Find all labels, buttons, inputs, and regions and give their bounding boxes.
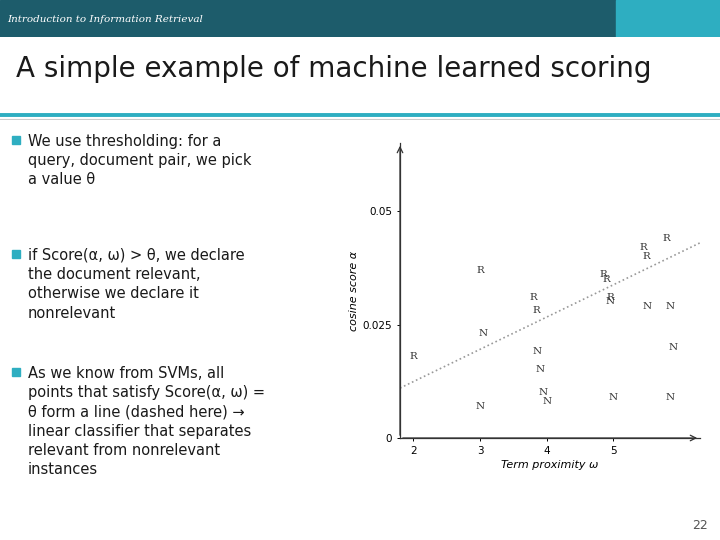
- Text: N: N: [665, 302, 675, 311]
- Text: Introduction to Information Retrieval: Introduction to Information Retrieval: [7, 15, 203, 24]
- Text: N: N: [606, 298, 615, 306]
- Text: We use thresholding: for a
query, document pair, we pick
a value θ: We use thresholding: for a query, docume…: [28, 134, 251, 187]
- Text: A simple example of machine learned scoring: A simple example of machine learned scor…: [16, 55, 652, 83]
- Bar: [616, 0, 720, 37]
- Text: N: N: [479, 329, 488, 338]
- Text: N: N: [539, 388, 548, 397]
- Text: As we know from SVMs, all
points that satisfy Score(α, ω) =
θ form a line (dashe: As we know from SVMs, all points that sa…: [28, 366, 265, 477]
- X-axis label: Term proximity ω: Term proximity ω: [501, 460, 599, 470]
- Text: N: N: [536, 366, 544, 374]
- Y-axis label: cosine score α: cosine score α: [348, 251, 359, 330]
- Text: R: R: [533, 306, 541, 315]
- Bar: [0, 0, 616, 37]
- Text: R: R: [643, 252, 651, 261]
- Text: N: N: [475, 402, 485, 411]
- Text: N: N: [669, 343, 678, 352]
- Text: R: R: [600, 270, 607, 279]
- Text: R: R: [606, 293, 614, 302]
- Text: N: N: [642, 302, 651, 311]
- Text: 22: 22: [692, 519, 708, 532]
- Text: N: N: [532, 347, 541, 356]
- Text: N: N: [665, 393, 675, 402]
- Text: R: R: [603, 275, 611, 284]
- Bar: [12, 136, 20, 144]
- Text: R: R: [476, 266, 484, 274]
- Text: R: R: [529, 293, 537, 302]
- Text: R: R: [639, 243, 647, 252]
- Bar: [12, 368, 20, 375]
- Text: if Score(α, ω) > θ, we declare
the document relevant,
otherwise we declare it
no: if Score(α, ω) > θ, we declare the docum…: [28, 248, 245, 321]
- Bar: [12, 250, 20, 258]
- Text: N: N: [542, 397, 552, 406]
- Text: N: N: [609, 393, 618, 402]
- Text: R: R: [663, 234, 670, 243]
- Text: R: R: [410, 352, 417, 361]
